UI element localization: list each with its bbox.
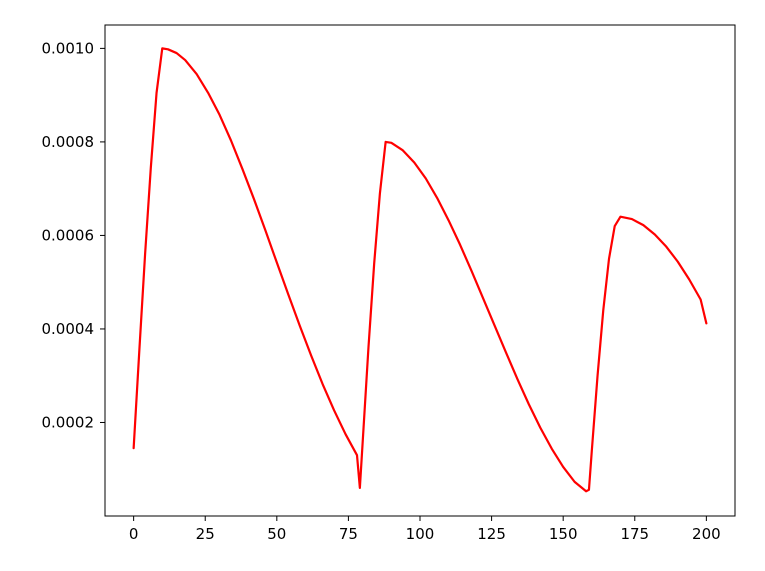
x-tick-label: 50 bbox=[267, 525, 286, 543]
y-tick-label: 0.0010 bbox=[42, 39, 95, 57]
x-tick-label: 75 bbox=[339, 525, 358, 543]
plot-border bbox=[105, 25, 735, 516]
x-tick-label: 100 bbox=[406, 525, 435, 543]
y-tick-label: 0.0008 bbox=[42, 133, 95, 151]
line-chart: 0 25 50 75 100 125 150 175 200 0.0002 0.0004 0.0006… bbox=[0, 0, 765, 571]
y-tick-label: 0.0002 bbox=[42, 413, 95, 431]
x-tick-label: 0 bbox=[129, 525, 139, 543]
y-tick-label: 0.0004 bbox=[42, 320, 95, 338]
series-lr-schedule bbox=[134, 48, 707, 491]
y-tick-label: 0.0006 bbox=[42, 226, 95, 244]
x-tick-label: 175 bbox=[620, 525, 649, 543]
chart-container: 0 25 50 75 100 125 150 175 200 0.0002 0.0004 0.0006… bbox=[0, 0, 765, 571]
x-tick-label: 125 bbox=[477, 525, 506, 543]
x-tick-label: 25 bbox=[196, 525, 215, 543]
x-tick-label: 200 bbox=[692, 525, 721, 543]
x-tick-label: 150 bbox=[549, 525, 578, 543]
